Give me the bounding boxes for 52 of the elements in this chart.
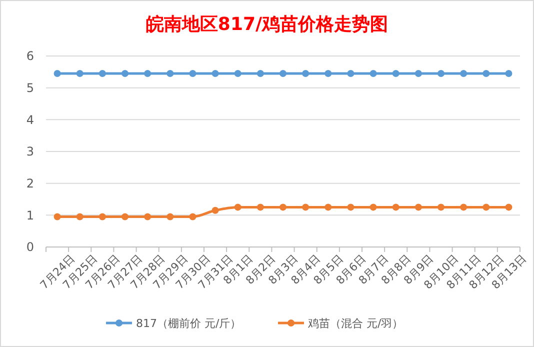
point: [280, 204, 286, 211]
point: [505, 70, 512, 78]
legend-label: 鸡苗（混合 元/羽）: [307, 316, 404, 330]
point: [122, 213, 128, 220]
point: [347, 204, 354, 211]
point: [347, 70, 354, 78]
point: [438, 204, 444, 211]
y-tick-label: 0: [26, 240, 34, 254]
y-tick-label: 5: [26, 81, 34, 96]
point: [324, 204, 332, 211]
point: [189, 70, 196, 78]
point: [234, 204, 242, 211]
point: [234, 70, 242, 78]
point: [166, 70, 174, 78]
point: [54, 70, 61, 78]
point: [302, 70, 310, 78]
y-tick-label: 4: [26, 112, 34, 127]
point: [392, 70, 400, 78]
point: [280, 70, 286, 78]
point: [212, 206, 219, 214]
point: [256, 70, 264, 78]
point: [392, 204, 400, 211]
y-tick-label: 1: [26, 208, 34, 222]
point: [76, 213, 84, 220]
y-tick-label: 2: [26, 176, 34, 191]
point: [460, 204, 468, 211]
point: [144, 213, 152, 220]
legend-label: 817（棚前价 元/斤）: [136, 316, 242, 330]
point: [482, 70, 490, 78]
point: [414, 204, 422, 211]
point: [414, 70, 422, 78]
point: [189, 213, 196, 220]
point: [166, 213, 174, 220]
y-tick-label: 3: [26, 144, 34, 159]
point: [438, 70, 444, 78]
point: [370, 204, 377, 211]
point: [144, 70, 152, 78]
point: [212, 70, 219, 78]
point: [98, 213, 106, 220]
point: [122, 70, 128, 78]
point: [54, 213, 61, 220]
point: [256, 204, 264, 211]
point: [482, 204, 490, 211]
y-tick-label: 6: [26, 49, 34, 64]
point: [76, 70, 84, 78]
point: [98, 70, 106, 78]
point: [302, 204, 310, 211]
point: [460, 70, 468, 78]
point: [370, 70, 377, 78]
point: [505, 204, 512, 211]
chart-title: 皖南地区817/鸡苗价格走势图: [146, 14, 388, 35]
point: [324, 70, 332, 78]
